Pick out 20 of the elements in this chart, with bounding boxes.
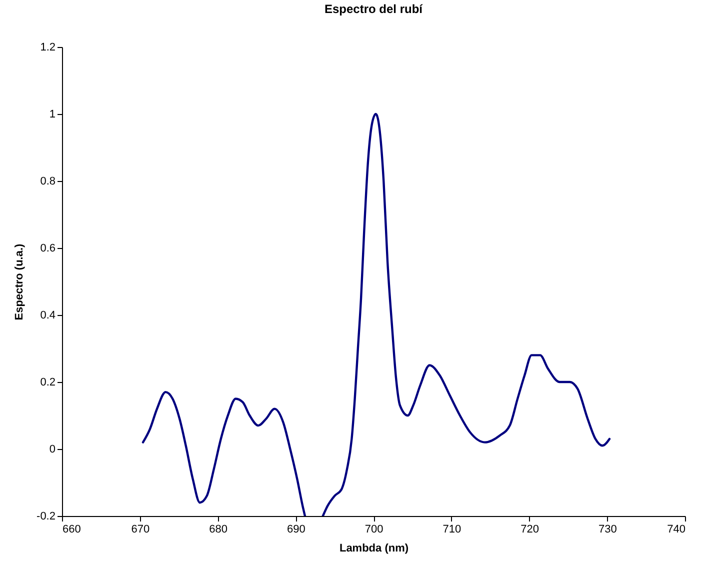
y-tick-label: -0.2 — [36, 510, 56, 522]
x-tick-label: 660 — [62, 524, 81, 536]
x-tick-label: 710 — [442, 524, 462, 536]
x-tick-label: 680 — [209, 524, 228, 536]
y-tick-label: 0.4 — [40, 310, 56, 322]
x-tick-label: 700 — [364, 524, 384, 536]
x-tick-label: 670 — [131, 524, 150, 536]
x-tick-label: 730 — [598, 524, 617, 536]
y-tick-label: 1.2 — [40, 42, 56, 54]
y-tick-label: 0.6 — [40, 242, 56, 254]
x-axis-title: Lambda (nm) — [339, 542, 409, 554]
x-tick-label: 720 — [520, 524, 539, 536]
chart-title: Espectro del rubí — [324, 2, 424, 16]
y-tick-label: 1 — [49, 108, 56, 120]
y-tick-label: 0 — [49, 444, 56, 456]
y-axis-title: Espectro (u.a.) — [14, 243, 26, 320]
y-tick-label: 0.8 — [40, 176, 56, 188]
x-tick-label: 690 — [286, 524, 306, 536]
y-tick-label: 0.2 — [40, 376, 56, 388]
x-tick-label: 740 — [667, 524, 686, 536]
